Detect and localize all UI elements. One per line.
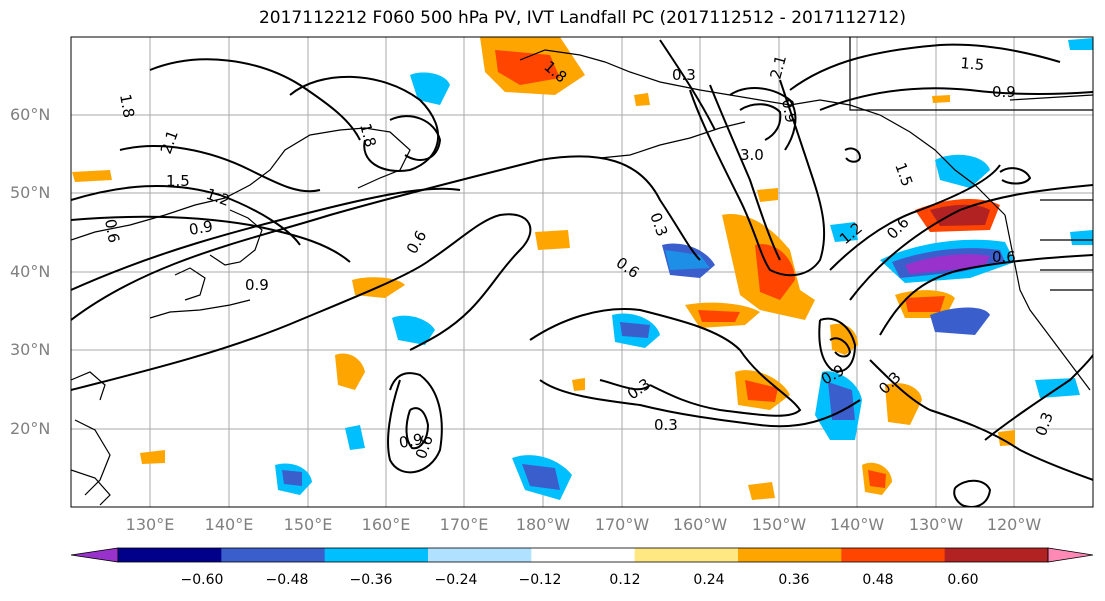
colorbar-tick-label: 0.36 <box>778 572 810 588</box>
colorbar-segment <box>738 548 842 562</box>
contour-label: 0.9 <box>992 83 1016 101</box>
lon-label: 170°E <box>439 515 489 534</box>
lon-label: 130°E <box>125 515 175 534</box>
contour-label: 1.8 <box>356 121 380 149</box>
colorbar-segment <box>324 548 429 562</box>
colorbar-tick-label: 0.60 <box>947 572 979 588</box>
contour-label: 0.6 <box>992 248 1016 266</box>
lat-label: 40°N <box>10 262 51 281</box>
colorbar-segment <box>944 548 1049 562</box>
gridlines <box>71 37 1093 507</box>
colorbar-extend-low <box>70 547 119 563</box>
contour-label: 2.1 <box>766 53 790 81</box>
lon-label: 130°W <box>908 515 964 534</box>
contour-label: 1.5 <box>960 54 985 74</box>
colorbar-extend-high <box>1047 547 1094 563</box>
colorbar-tick-label: −0.12 <box>518 572 562 588</box>
colorbar <box>70 547 1094 563</box>
lat-label: 20°N <box>10 419 51 438</box>
colorbar-tick-label: −0.48 <box>265 572 309 588</box>
lon-label: 160°E <box>361 515 411 534</box>
lat-label: 60°N <box>10 105 51 124</box>
colorbar-tick-label: 0.12 <box>609 572 641 588</box>
ivt-shading <box>72 37 1093 500</box>
contour-label: 0.9 <box>245 276 269 294</box>
contour-label: 0.6 <box>101 218 123 245</box>
lon-label: 180°W <box>515 515 571 534</box>
lon-label: 170°W <box>594 515 650 534</box>
colorbar-tick-label: −0.60 <box>180 572 224 588</box>
contour-label: 0.3 <box>672 66 696 84</box>
map-frame <box>70 36 1094 508</box>
contour-label: 0.9 <box>778 98 800 125</box>
colorbar-tick-label: −0.36 <box>349 572 393 588</box>
lat-label: 30°N <box>10 340 51 359</box>
colorbar-segment <box>428 548 532 562</box>
lon-label: 120°W <box>986 515 1042 534</box>
colorbar-tick-label: 0.24 <box>693 572 725 588</box>
contour-label: 0.9 <box>398 430 425 452</box>
pv-contours <box>71 39 1093 507</box>
lon-label: 160°W <box>672 515 728 534</box>
contour-label: 1.8 <box>116 93 138 120</box>
lon-label: 150°W <box>751 515 807 534</box>
colorbar-segment <box>221 548 326 562</box>
lon-label: 140°E <box>204 515 254 534</box>
contour-label: 0.9 <box>188 217 215 239</box>
lon-label: 150°E <box>283 515 333 534</box>
map-title: 2017112212 F060 500 hPa PV, IVT Landfall… <box>258 8 906 28</box>
colorbar-segment <box>634 548 739 562</box>
colorbar-segment <box>841 548 946 562</box>
lon-label: 140°W <box>829 515 885 534</box>
contour-label: 0.3 <box>654 416 678 434</box>
colorbar-segment <box>118 548 222 562</box>
lat-label: 50°N <box>10 183 51 202</box>
colorbar-segment <box>531 548 636 562</box>
colorbar-frame <box>117 547 1049 563</box>
colorbar-tick-label: 0.48 <box>862 572 894 588</box>
contour-label: 1.5 <box>166 172 190 190</box>
contour-labels: 1.8 2.1 1.5 1.2 0.9 0.9 0.6 0.6 0.3 0.3 … <box>101 53 1057 461</box>
colorbar-tick-label: −0.24 <box>434 572 478 588</box>
contour-label: 3.0 <box>740 146 764 164</box>
